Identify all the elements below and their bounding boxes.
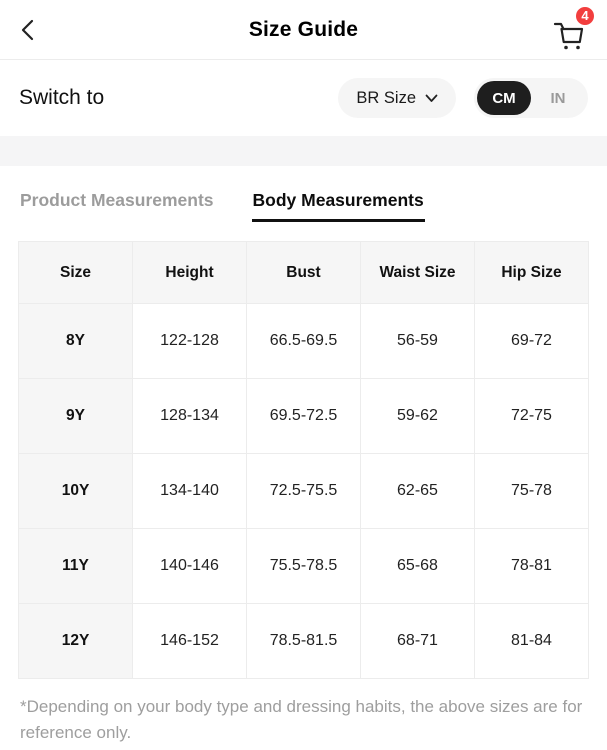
- size-cell: 11Y: [18, 528, 133, 604]
- table-row: 12Y 146-152 78.5-81.5 68-71 81-84: [18, 603, 589, 679]
- value-cell: 140-146: [132, 528, 247, 604]
- unit-option-cm[interactable]: CM: [477, 81, 531, 115]
- header: Size Guide 4: [0, 0, 607, 60]
- header-row: Size Height Bust Waist Size Hip Size: [18, 241, 589, 304]
- value-cell: 62-65: [360, 453, 475, 529]
- size-standard-select[interactable]: BR Size: [338, 78, 456, 118]
- value-cell: 65-68: [360, 528, 475, 604]
- cart-icon: [553, 22, 584, 49]
- footnote: *Depending on your body type and dressin…: [20, 697, 583, 742]
- value-cell: 69.5-72.5: [246, 378, 361, 454]
- switch-to-label: Switch to: [19, 86, 105, 109]
- size-cell: 9Y: [18, 378, 133, 454]
- value-cell: 59-62: [360, 378, 475, 454]
- table-row: 9Y 128-134 69.5-72.5 59-62 72-75: [18, 378, 589, 454]
- value-cell: 81-84: [474, 603, 589, 679]
- column-header: Waist Size: [360, 241, 475, 304]
- column-header: Size: [18, 241, 133, 304]
- back-button[interactable]: [18, 14, 50, 46]
- size-standard-value: BR Size: [356, 88, 416, 107]
- table-row: 11Y 140-146 75.5-78.5 65-68 78-81: [18, 528, 589, 604]
- tab-product-measurements[interactable]: Product Measurements: [19, 190, 215, 222]
- value-cell: 66.5-69.5: [246, 303, 361, 379]
- table-row: 8Y 122-128 66.5-69.5 56-59 69-72: [18, 303, 589, 379]
- unit-option-in[interactable]: IN: [550, 89, 566, 107]
- value-cell: 69-72: [474, 303, 589, 379]
- value-cell: 75.5-78.5: [246, 528, 361, 604]
- value-cell: 78.5-81.5: [246, 603, 361, 679]
- value-cell: 146-152: [132, 603, 247, 679]
- page-title: Size Guide: [248, 17, 359, 41]
- cart-button[interactable]: 4: [549, 5, 595, 52]
- column-header: Bust: [246, 241, 361, 304]
- unit-toggle[interactable]: CM IN: [474, 78, 588, 118]
- column-header: Height: [132, 241, 247, 304]
- switch-row: Switch to BR Size CM IN: [0, 60, 607, 136]
- value-cell: 56-59: [360, 303, 475, 379]
- size-cell: 12Y: [18, 603, 133, 679]
- size-table: Size Height Bust Waist Size Hip Size 8Y 122-1…: [18, 241, 589, 679]
- value-cell: 128-134: [132, 378, 247, 454]
- tab-body-measurements[interactable]: Body Measurements: [251, 190, 425, 222]
- measurement-tabs: Product Measurements Body Measurements: [0, 166, 607, 222]
- value-cell: 68-71: [360, 603, 475, 679]
- section-separator: [0, 136, 607, 166]
- chevron-left-icon: [21, 19, 34, 40]
- chevron-down-icon: [425, 94, 438, 102]
- cart-badge: 4: [575, 5, 595, 26]
- value-cell: 78-81: [474, 528, 589, 604]
- value-cell: 75-78: [474, 453, 589, 529]
- size-table-body: 8Y 122-128 66.5-69.5 56-59 69-72 9Y 128-134 69.…: [18, 303, 589, 679]
- size-cell: 8Y: [18, 303, 133, 379]
- value-cell: 72.5-75.5: [246, 453, 361, 529]
- value-cell: 134-140: [132, 453, 247, 529]
- size-table-head: Size Height Bust Waist Size Hip Size: [18, 241, 589, 304]
- value-cell: 122-128: [132, 303, 247, 379]
- table-row: 10Y 134-140 72.5-75.5 62-65 75-78: [18, 453, 589, 529]
- column-header: Hip Size: [474, 241, 589, 304]
- value-cell: 72-75: [474, 378, 589, 454]
- size-cell: 10Y: [18, 453, 133, 529]
